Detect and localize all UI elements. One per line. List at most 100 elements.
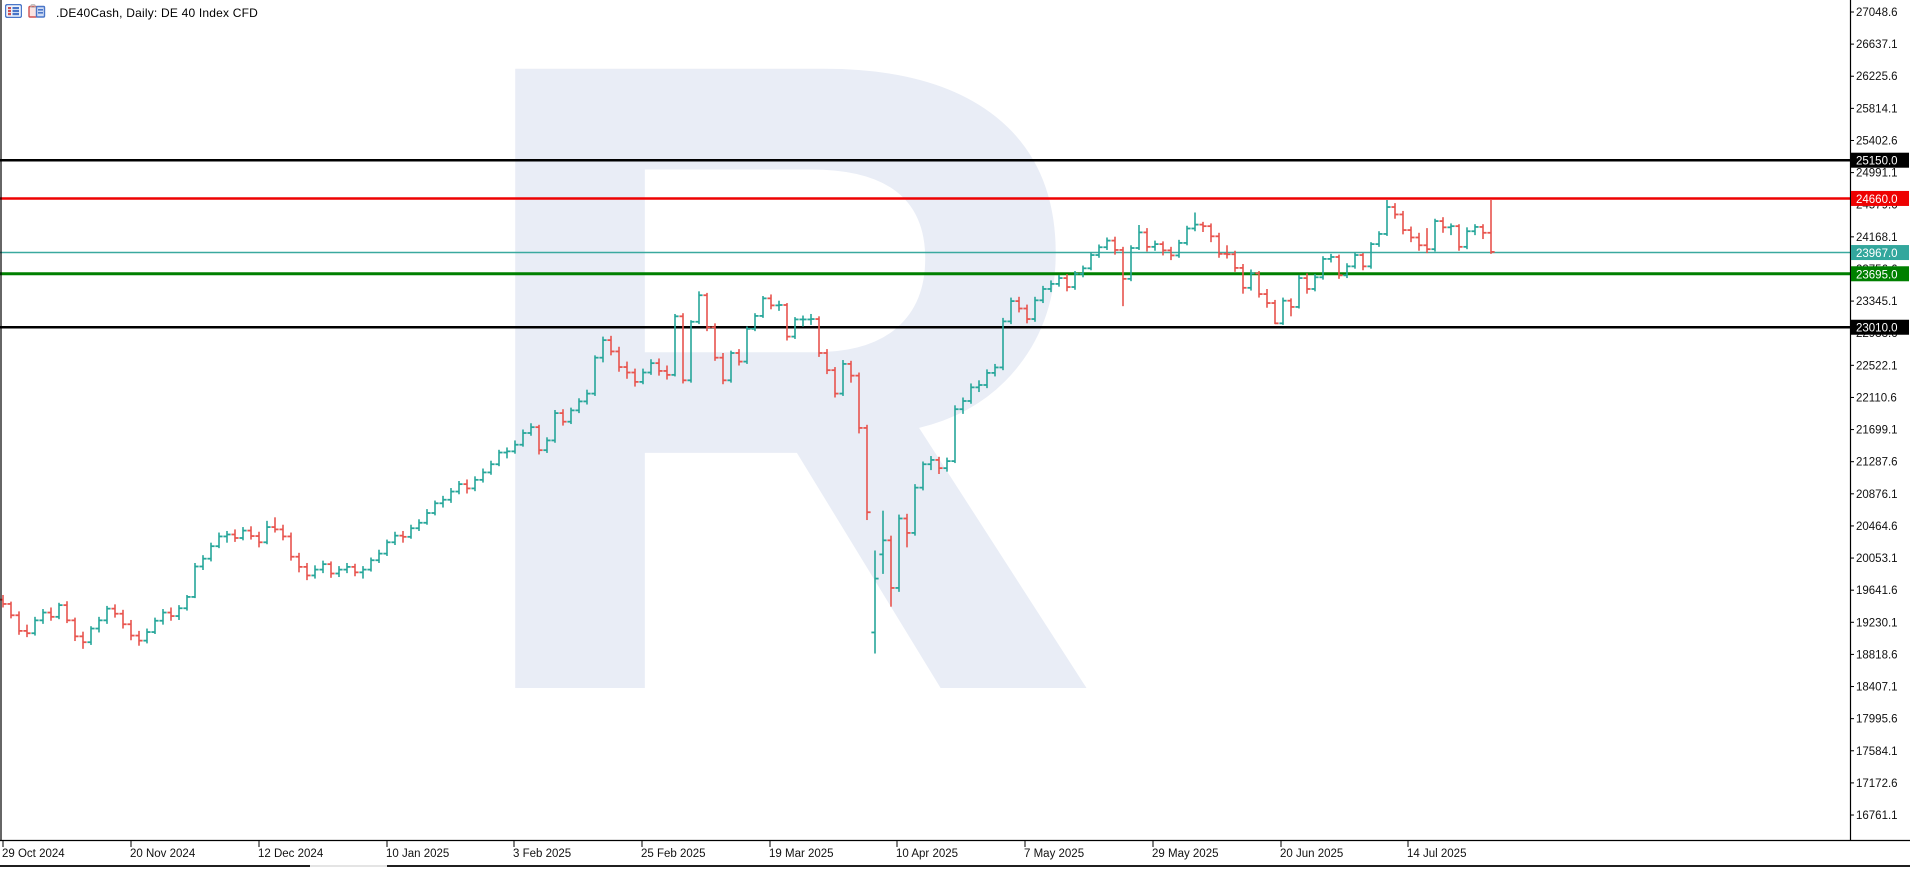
ohlc-bar[interactable] bbox=[87, 626, 95, 645]
ohlc-bar[interactable] bbox=[1375, 231, 1383, 247]
ohlc-bar[interactable] bbox=[1143, 228, 1151, 252]
ohlc-bar[interactable] bbox=[519, 429, 527, 447]
ohlc-bar[interactable] bbox=[863, 424, 871, 521]
ohlc-bar[interactable] bbox=[527, 423, 535, 436]
ohlc-bar[interactable] bbox=[1215, 232, 1223, 258]
ohlc-bar[interactable] bbox=[695, 291, 703, 325]
ohlc-bar[interactable] bbox=[1463, 227, 1471, 250]
ohlc-bar[interactable] bbox=[463, 479, 471, 494]
ohlc-bar[interactable] bbox=[1151, 240, 1159, 251]
ohlc-bar[interactable] bbox=[423, 509, 431, 525]
ohlc-bar[interactable] bbox=[1175, 239, 1183, 258]
ohlc-bar[interactable] bbox=[103, 605, 111, 624]
ohlc-bar[interactable] bbox=[7, 601, 15, 619]
ohlc-bar[interactable] bbox=[935, 456, 943, 474]
ohlc-bar[interactable] bbox=[1471, 224, 1479, 236]
ohlc-bar[interactable] bbox=[439, 495, 447, 508]
ohlc-bar[interactable] bbox=[1263, 288, 1271, 308]
level-badge-support-23010[interactable] bbox=[1851, 319, 1909, 335]
ohlc-bar[interactable] bbox=[143, 628, 151, 644]
ohlc-bar[interactable] bbox=[575, 398, 583, 414]
ohlc-bar[interactable] bbox=[31, 616, 39, 636]
ohlc-bar[interactable] bbox=[951, 405, 959, 464]
ohlc-bar[interactable] bbox=[631, 368, 639, 387]
ohlc-bar[interactable] bbox=[223, 530, 231, 543]
ohlc-bar[interactable] bbox=[111, 604, 119, 618]
ohlc-bar[interactable] bbox=[711, 323, 719, 361]
ohlc-bar[interactable] bbox=[855, 372, 863, 434]
ohlc-bar[interactable] bbox=[783, 303, 791, 341]
ohlc-bar[interactable] bbox=[663, 365, 671, 380]
ohlc-bar[interactable] bbox=[343, 562, 351, 574]
ohlc-bar[interactable] bbox=[231, 529, 239, 542]
ohlc-bar[interactable] bbox=[719, 353, 727, 385]
ohlc-bar[interactable] bbox=[887, 535, 895, 607]
ohlc-bar[interactable] bbox=[215, 532, 223, 549]
ohlc-bar[interactable] bbox=[167, 607, 175, 621]
level-badge-resistance-25150[interactable] bbox=[1851, 152, 1909, 168]
ohlc-bar[interactable] bbox=[1439, 217, 1447, 233]
ohlc-bar[interactable] bbox=[823, 349, 831, 375]
ohlc-bar[interactable] bbox=[39, 609, 47, 624]
ohlc-bar[interactable] bbox=[447, 488, 455, 503]
ohlc-bar[interactable] bbox=[375, 549, 383, 563]
ohlc-bar[interactable] bbox=[271, 517, 279, 533]
ohlc-bar[interactable] bbox=[735, 349, 743, 366]
ohlc-bar[interactable] bbox=[303, 562, 311, 581]
ohlc-bar[interactable] bbox=[79, 631, 87, 649]
ohlc-bar[interactable] bbox=[47, 607, 55, 621]
ohlc-bar[interactable] bbox=[455, 481, 463, 495]
ohlc-bar[interactable] bbox=[743, 326, 751, 364]
ohlc-bar[interactable] bbox=[623, 361, 631, 379]
ohlc-bar[interactable] bbox=[1431, 218, 1439, 252]
ohlc-bar[interactable] bbox=[991, 363, 999, 377]
ohlc-bar[interactable] bbox=[23, 624, 31, 638]
ohlc-bar[interactable] bbox=[1111, 236, 1119, 255]
ohlc-bar[interactable] bbox=[1415, 232, 1423, 251]
ohlc-bar[interactable] bbox=[487, 460, 495, 475]
ohlc-bar[interactable] bbox=[1047, 280, 1055, 293]
ohlc-bar[interactable] bbox=[1199, 221, 1207, 233]
ohlc-bar[interactable] bbox=[567, 407, 575, 425]
ohlc-bar[interactable] bbox=[279, 524, 287, 541]
ohlc-bar[interactable] bbox=[919, 461, 927, 491]
ohlc-bar[interactable] bbox=[1399, 210, 1407, 235]
ohlc-bar[interactable] bbox=[1391, 203, 1399, 219]
ohlc-bar[interactable] bbox=[1103, 237, 1111, 250]
ohlc-bar[interactable] bbox=[727, 350, 735, 383]
ohlc-bar[interactable] bbox=[327, 561, 335, 578]
ohlc-bar[interactable] bbox=[839, 360, 847, 396]
ohlc-bar[interactable] bbox=[1447, 223, 1455, 236]
ohlc-bar[interactable] bbox=[607, 335, 615, 356]
ohlc-bar[interactable] bbox=[183, 594, 191, 611]
ohlc-bar[interactable] bbox=[903, 513, 911, 548]
ohlc-bar[interactable] bbox=[1351, 252, 1359, 269]
ohlc-bar[interactable] bbox=[1031, 296, 1039, 322]
ohlc-bar[interactable] bbox=[1287, 298, 1295, 317]
ohlc-bar[interactable] bbox=[679, 313, 687, 384]
ohlc-bar[interactable] bbox=[1135, 224, 1143, 250]
ohlc-bar[interactable] bbox=[671, 313, 679, 377]
ohlc-bar[interactable] bbox=[1119, 246, 1127, 307]
ohlc-bar[interactable] bbox=[1343, 263, 1351, 279]
ohlc-bar[interactable] bbox=[15, 611, 23, 635]
ohlc-bar[interactable] bbox=[1335, 254, 1343, 279]
ohlc-bar[interactable] bbox=[351, 563, 359, 577]
ohlc-bar[interactable] bbox=[1127, 245, 1135, 282]
ohlc-bar[interactable] bbox=[127, 619, 135, 641]
ohlc-bar[interactable] bbox=[1479, 224, 1487, 240]
ohlc-bar[interactable] bbox=[367, 557, 375, 572]
ohlc-bar[interactable] bbox=[1247, 269, 1255, 291]
ohlc-bar[interactable] bbox=[831, 367, 839, 398]
ohlc-bar[interactable] bbox=[767, 294, 775, 310]
ohlc-bar[interactable] bbox=[495, 449, 503, 467]
ohlc-bar[interactable] bbox=[1311, 274, 1319, 292]
ohlc-bar[interactable] bbox=[1071, 271, 1079, 290]
ohlc-bar[interactable] bbox=[847, 360, 855, 383]
ohlc-bar[interactable] bbox=[1191, 212, 1199, 232]
ohlc-bar[interactable] bbox=[759, 296, 767, 318]
level-badge-bid-price-23967[interactable] bbox=[1851, 245, 1909, 261]
ohlc-bar[interactable] bbox=[207, 542, 215, 562]
chart-windows-icon[interactable] bbox=[28, 4, 46, 21]
